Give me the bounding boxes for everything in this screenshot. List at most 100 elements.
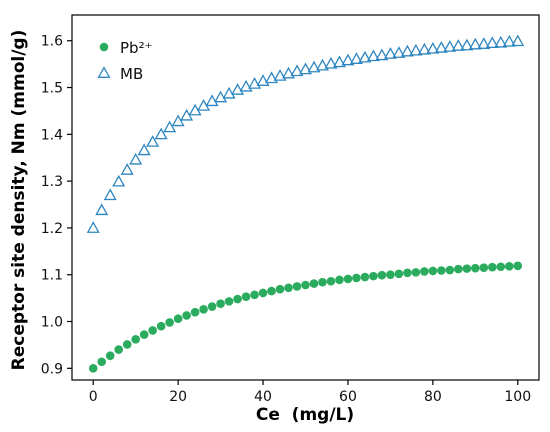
data-point bbox=[88, 364, 98, 373]
y-tick-label: 1.4 bbox=[41, 127, 63, 143]
y-axis: 0.9 1.0 1.1 1.2 1.3 1.4 1.5 1.6 bbox=[41, 34, 72, 377]
data-point bbox=[231, 83, 245, 95]
legend-marker-pb bbox=[99, 42, 109, 52]
y-tick-label: 1.5 bbox=[41, 81, 63, 97]
data-point bbox=[290, 64, 304, 77]
legend: Pb²⁺ MB bbox=[97, 39, 153, 83]
data-point bbox=[494, 35, 508, 48]
y-axis-title: Receptor site density, Nm (mmol/g) bbox=[9, 30, 29, 371]
data-point bbox=[386, 270, 395, 280]
data-point bbox=[105, 351, 115, 360]
data-point bbox=[199, 305, 208, 314]
data-point bbox=[86, 221, 100, 233]
data-point bbox=[471, 263, 480, 273]
legend-label-pb: Pb²⁺ bbox=[120, 39, 153, 57]
data-point bbox=[468, 37, 482, 50]
data-point bbox=[511, 34, 525, 47]
data-point bbox=[485, 36, 499, 49]
data-point bbox=[428, 266, 438, 276]
x-tick-label: 20 bbox=[169, 389, 187, 405]
data-point bbox=[222, 86, 236, 99]
y-tick-label: 1.2 bbox=[41, 221, 63, 237]
data-point bbox=[205, 94, 219, 107]
data-point bbox=[332, 55, 346, 68]
data-point bbox=[171, 114, 185, 127]
data-point bbox=[479, 263, 489, 272]
data-point bbox=[265, 71, 279, 84]
x-tick-label: 60 bbox=[339, 389, 357, 405]
data-point bbox=[301, 280, 310, 290]
data-point bbox=[165, 318, 174, 327]
x-axis: 0 20 40 60 80 100 bbox=[89, 380, 531, 405]
data-point bbox=[335, 275, 344, 285]
data-point bbox=[366, 49, 380, 62]
data-point bbox=[426, 41, 440, 54]
data-point bbox=[156, 321, 166, 331]
data-point bbox=[454, 264, 463, 274]
data-point bbox=[284, 283, 293, 293]
data-point bbox=[349, 52, 363, 64]
plot-frame bbox=[71, 14, 540, 381]
series-pb bbox=[88, 261, 523, 373]
data-point bbox=[400, 44, 414, 57]
data-point bbox=[375, 48, 389, 61]
data-point bbox=[409, 43, 423, 56]
data-point bbox=[502, 34, 516, 47]
data-point bbox=[182, 311, 191, 320]
x-tick-label: 80 bbox=[424, 389, 442, 405]
data-point bbox=[282, 66, 296, 79]
data-point bbox=[216, 299, 225, 309]
data-point bbox=[513, 261, 523, 271]
data-point bbox=[190, 307, 200, 317]
data-point bbox=[292, 282, 302, 291]
data-point bbox=[224, 297, 234, 306]
data-point bbox=[443, 40, 457, 52]
data-point bbox=[411, 268, 421, 277]
y-tick-label: 1.1 bbox=[41, 268, 63, 284]
data-point bbox=[360, 272, 370, 282]
legend-marker-mb bbox=[97, 66, 111, 78]
data-point bbox=[103, 188, 117, 201]
data-point bbox=[437, 266, 446, 275]
data-point bbox=[112, 174, 126, 187]
data-point bbox=[307, 60, 321, 73]
data-point bbox=[273, 69, 287, 81]
data-series bbox=[86, 34, 525, 373]
legend-triangle-icon bbox=[97, 66, 111, 78]
data-point bbox=[173, 314, 183, 323]
data-point bbox=[420, 267, 429, 276]
data-point bbox=[298, 62, 313, 75]
data-point bbox=[122, 340, 132, 349]
data-point bbox=[394, 269, 404, 279]
data-point bbox=[383, 47, 397, 59]
data-point bbox=[352, 273, 361, 283]
data-point bbox=[146, 135, 160, 147]
data-point bbox=[120, 163, 134, 175]
y-tick-label: 1.0 bbox=[41, 315, 63, 331]
data-point bbox=[248, 77, 262, 89]
data-point bbox=[250, 290, 259, 300]
data-point bbox=[114, 345, 123, 354]
data-point bbox=[97, 357, 107, 367]
data-point bbox=[403, 268, 412, 278]
y-tick-label: 0.9 bbox=[41, 361, 63, 377]
data-point bbox=[241, 292, 251, 302]
data-point bbox=[233, 294, 242, 304]
data-point bbox=[477, 37, 491, 49]
data-point bbox=[275, 284, 285, 294]
x-axis-title: Ce (mg/L) bbox=[256, 405, 354, 425]
data-point bbox=[488, 262, 497, 272]
x-tick-label: 0 bbox=[89, 389, 98, 405]
legend-circle-icon bbox=[99, 42, 109, 52]
data-point bbox=[256, 74, 270, 86]
data-point bbox=[504, 261, 514, 271]
data-point bbox=[239, 79, 253, 92]
y-tick-label: 1.3 bbox=[41, 174, 63, 190]
data-point bbox=[434, 41, 448, 53]
data-point bbox=[95, 203, 109, 216]
data-point bbox=[377, 270, 387, 280]
series-mb bbox=[86, 34, 525, 233]
data-point bbox=[460, 38, 474, 51]
data-point bbox=[309, 279, 319, 288]
